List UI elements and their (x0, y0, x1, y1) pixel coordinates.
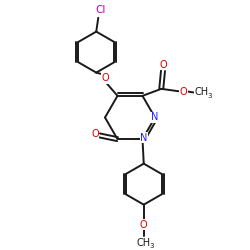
Text: Cl: Cl (95, 4, 106, 15)
Text: O: O (159, 60, 167, 70)
Text: O: O (140, 220, 147, 230)
Text: 3: 3 (208, 92, 212, 98)
Text: N: N (140, 133, 147, 143)
Text: 3: 3 (149, 243, 154, 249)
Text: CH: CH (137, 238, 151, 248)
Text: N: N (151, 112, 159, 122)
Text: O: O (180, 87, 188, 97)
Text: O: O (91, 129, 99, 139)
Text: O: O (101, 73, 109, 83)
Text: CH: CH (195, 87, 209, 97)
